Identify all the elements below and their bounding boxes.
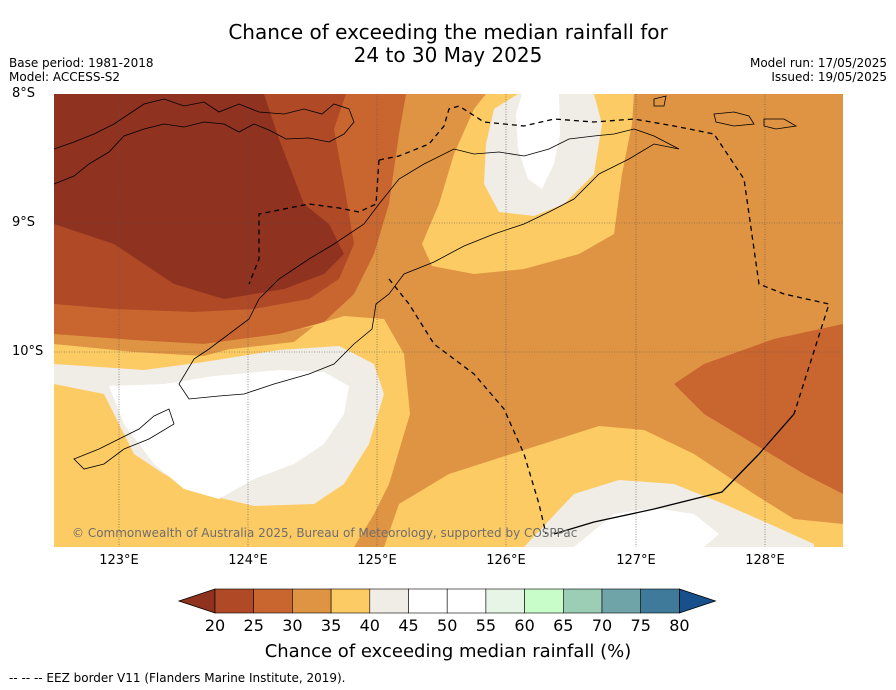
base-period-text: Base period: 1981-2018 bbox=[9, 56, 154, 70]
lat-label-8s: 8°S bbox=[12, 86, 36, 101]
graticule bbox=[54, 94, 843, 547]
colorbar-tick-20: 20 bbox=[204, 616, 226, 635]
lon-label-127e: 127°E bbox=[616, 553, 656, 568]
lat-label-9s: 9°S bbox=[12, 215, 36, 230]
lon-label-126e: 126°E bbox=[486, 553, 526, 568]
colorbar-tick-60: 60 bbox=[514, 616, 535, 635]
colorbar-tick-80: 80 bbox=[669, 616, 690, 635]
colorbar-tick-55: 55 bbox=[475, 616, 497, 635]
colorbar-tick-75: 75 bbox=[630, 616, 651, 635]
lon-label-123e: 123°E bbox=[99, 553, 139, 568]
map-title-line1: Chance of exceeding the median rainfall … bbox=[228, 20, 668, 44]
contour-45-50-north bbox=[516, 94, 560, 189]
issued-text: Issued: 19/05/2025 bbox=[771, 70, 887, 84]
colorbar bbox=[178, 588, 717, 614]
colorbar-tick-40: 40 bbox=[359, 616, 380, 635]
colorbar-tick-35: 35 bbox=[320, 616, 342, 635]
colorbar-cell-30-35 bbox=[292, 588, 332, 614]
colorbar-cell-50-55 bbox=[446, 588, 487, 614]
copyright-text: © Commonwealth of Australia 2025, Bureau… bbox=[72, 526, 578, 540]
colorbar-tick-25: 25 bbox=[243, 616, 264, 635]
colorbar-arrow-high bbox=[678, 588, 717, 614]
eez-legend-note: -- -- -- EEZ border V11 (Flanders Marine… bbox=[9, 671, 346, 685]
lon-label-124e: 124°E bbox=[228, 553, 268, 568]
coastlines bbox=[54, 95, 798, 470]
lat-label-10s: 10°S bbox=[12, 344, 44, 359]
contour-45-50-south bbox=[574, 508, 719, 547]
lon-label-128e: 128°E bbox=[745, 553, 785, 568]
model-text: Model: ACCESS-S2 bbox=[9, 70, 121, 84]
contour-20-nw bbox=[54, 94, 344, 299]
contour-25-30-se bbox=[674, 324, 843, 494]
colorbar-cell-65-70 bbox=[562, 588, 603, 614]
eez-border bbox=[248, 105, 830, 535]
rainfall-probability-map bbox=[54, 94, 843, 547]
map-title-line2: 24 to 30 May 2025 bbox=[353, 43, 543, 67]
colorbar-arrow-low bbox=[178, 588, 216, 614]
colorbar-tick-30: 30 bbox=[282, 616, 303, 635]
colorbar-tick-70: 70 bbox=[591, 616, 613, 635]
lon-label-125e: 125°E bbox=[357, 553, 397, 568]
colorbar-cell-25-30 bbox=[253, 588, 293, 614]
colorbar-cell-35-40 bbox=[330, 588, 371, 614]
colorbar-tick-50: 50 bbox=[437, 616, 458, 635]
colorbar-cell-45-50 bbox=[408, 588, 448, 614]
colorbar-cell-70-75 bbox=[601, 588, 642, 614]
colorbar-tick-45: 45 bbox=[398, 616, 419, 635]
colorbar-cell-40-45 bbox=[369, 588, 409, 614]
colorbar-label: Chance of exceeding median rainfall (%) bbox=[264, 641, 632, 662]
contour-30-35-strip bbox=[54, 326, 314, 352]
colorbar-cell-20-25 bbox=[214, 588, 255, 614]
colorbar-cell-75-80 bbox=[640, 588, 680, 614]
eez-solid-segment bbox=[553, 413, 795, 535]
contour-45-50-west bbox=[109, 370, 349, 499]
colorbar-cell-60-65 bbox=[524, 588, 564, 614]
model-run-text: Model run: 17/05/2025 bbox=[749, 56, 887, 70]
colorbar-cell-55-60 bbox=[485, 588, 525, 614]
colorbar-tick-65: 65 bbox=[553, 616, 574, 635]
